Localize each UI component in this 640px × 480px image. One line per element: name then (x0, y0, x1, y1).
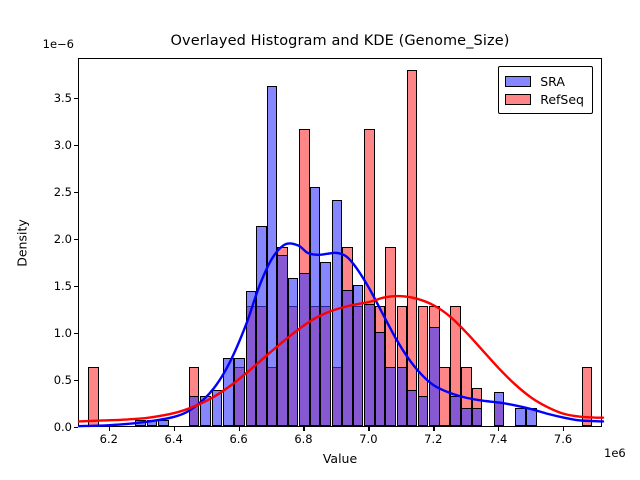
histogram-bar (211, 390, 223, 426)
y-tick-mark (74, 285, 78, 288)
legend-item-refseq[interactable]: RefSeq (505, 90, 584, 108)
histogram-bar (287, 278, 299, 426)
y-tick-label: 1.5 (53, 278, 72, 293)
x-tick-mark (303, 427, 305, 431)
legend-swatch-refseq-icon (505, 93, 532, 105)
x-tick-label: 7.4 (489, 432, 508, 446)
sra-kde-line (77, 242, 605, 428)
x-tick-mark (108, 427, 111, 431)
y-tick-label: 0.0 (53, 420, 72, 434)
x-tick-mark (563, 427, 565, 431)
x-tick-mark (433, 427, 435, 431)
histogram-bar (471, 408, 483, 426)
x-axis-offset-label: 1e6 (604, 446, 626, 460)
x-tick-mark (173, 427, 175, 431)
x-tick-mark (498, 427, 500, 431)
refseq-kde-line (77, 294, 605, 423)
histogram-bar (493, 392, 505, 426)
y-tick-mark (74, 238, 78, 241)
histogram-bar (158, 420, 169, 426)
histogram-bar (342, 289, 353, 426)
histogram-bar (309, 186, 321, 426)
histogram-bar (245, 291, 257, 426)
histogram-bar (256, 226, 267, 426)
y-tick-label: 3.0 (53, 137, 72, 152)
x-tick-label: 7.0 (359, 432, 378, 446)
x-tick-label: 6.2 (99, 432, 118, 446)
y-tick-mark (74, 427, 78, 429)
histogram-bar (299, 272, 310, 426)
histogram-bar (385, 366, 396, 426)
histogram-bar (514, 408, 526, 426)
legend-item-sra[interactable]: SRA (505, 72, 584, 90)
histogram-bar (331, 200, 343, 426)
y-tick-mark (74, 379, 78, 382)
y-tick-mark (74, 144, 78, 146)
histogram-bar (450, 395, 461, 426)
histogram-bar (429, 327, 440, 426)
histogram-bar (234, 358, 245, 426)
histogram-bar (406, 390, 418, 426)
y-tick-label: 0.5 (53, 372, 72, 387)
x-tick-label: 7.6 (553, 432, 573, 446)
x-tick-mark (238, 427, 240, 431)
legend-label-sra: SRA (540, 73, 565, 89)
y-tick-mark (74, 97, 78, 99)
chart-legend: SRA RefSeq (498, 66, 593, 114)
y-axis-offset-label: 1e−6 (42, 37, 74, 51)
x-tick-label: 6.6 (229, 432, 248, 446)
histogram-bar (374, 331, 386, 426)
x-axis-label: Value (322, 451, 358, 466)
histogram-bar (417, 395, 429, 426)
y-axis-label: Density (14, 218, 30, 267)
chart-title: Overlayed Histogram and KDE (Genome_Size… (170, 33, 510, 49)
x-tick-label: 6.4 (164, 432, 183, 446)
histogram-bar (461, 408, 472, 426)
x-tick-mark (368, 427, 370, 431)
histogram-bar (364, 303, 375, 426)
y-tick-label: 3.5 (53, 90, 72, 105)
x-tick-label: 6.8 (294, 432, 313, 446)
plot-area: SRA RefSeq (77, 58, 605, 428)
y-tick-label: 1.0 (53, 325, 72, 340)
x-tick-label: 7.2 (424, 432, 443, 446)
histogram-bar (352, 284, 364, 426)
legend-swatch-sra-icon (505, 75, 532, 87)
legend-label-refseq: RefSeq (540, 91, 584, 107)
kde-curves (77, 242, 605, 428)
y-tick-label: 2.0 (53, 231, 72, 246)
histogram-bar (581, 366, 593, 426)
histogram-bar (266, 86, 278, 426)
histogram-bar (439, 366, 450, 426)
histogram-bar (320, 262, 331, 426)
histogram-bar (396, 366, 408, 426)
y-tick-mark (74, 332, 78, 335)
y-tick-mark (74, 191, 78, 193)
y-tick-label: 2.5 (53, 184, 72, 199)
